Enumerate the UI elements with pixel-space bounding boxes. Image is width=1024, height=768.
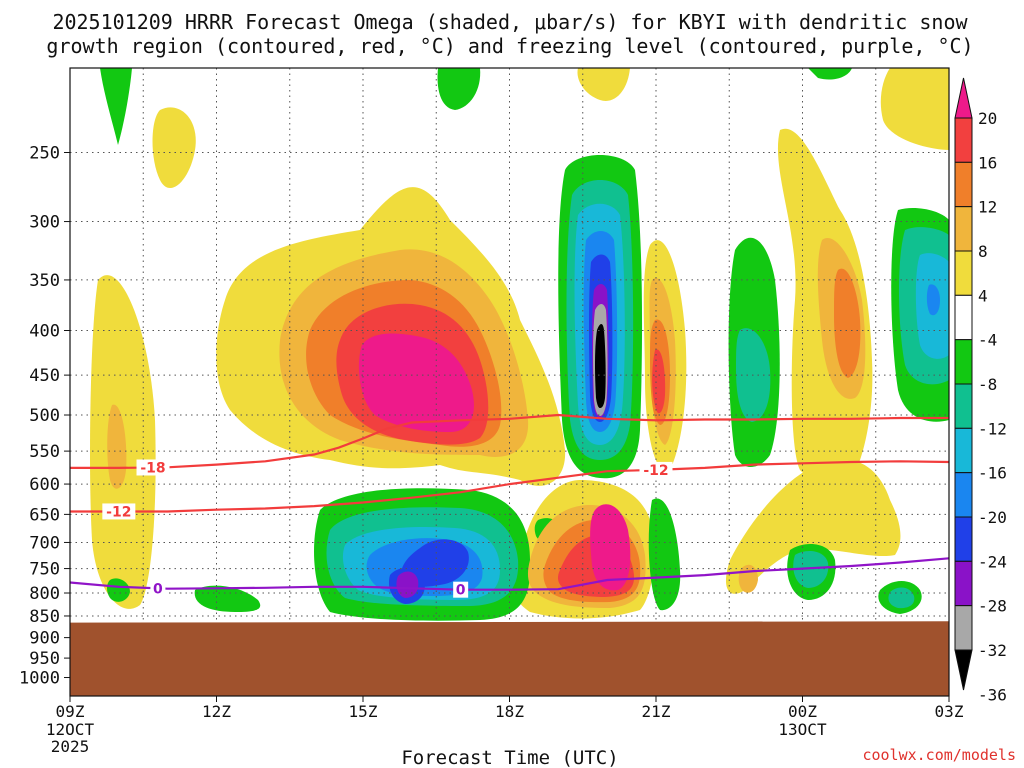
contour-label-bg — [136, 459, 170, 476]
x-tick-sublabel: 12OCT — [46, 720, 95, 739]
colorbar-label: 16 — [978, 153, 997, 172]
chart-title-line-2: growth region (contoured, red, °C) and f… — [46, 34, 973, 58]
x-tick-sublabel: 2025 — [51, 737, 90, 756]
y-tick-label: 500 — [29, 406, 60, 426]
contour-label-bg — [150, 580, 166, 597]
contour-line — [70, 460, 949, 513]
x-tick-label: 12Z — [202, 702, 231, 721]
omega-shade-neg20 — [926, 284, 940, 316]
omega-shade-pos4 — [880, 68, 949, 150]
y-axis: 2503003504004505005506006507007508008509… — [19, 144, 70, 689]
terrain-fill — [70, 621, 949, 696]
omega-shade-pos4 — [152, 107, 196, 189]
contour-label: -12 — [643, 463, 668, 479]
colorbar-label: -4 — [978, 331, 997, 350]
y-tick-label: 650 — [29, 505, 60, 525]
omega-shade-pos4 — [577, 68, 630, 101]
colorbar-label: 12 — [978, 198, 997, 217]
x-tick-label: 00Z — [788, 702, 817, 721]
colorbar-band — [954, 206, 973, 252]
contour-label-bg — [639, 461, 673, 478]
contour-label: 0 — [456, 583, 466, 599]
y-tick-label: 450 — [29, 366, 60, 386]
omega-shade-pos16 — [652, 349, 666, 414]
colorbar-band — [954, 294, 973, 341]
omega-shade-neg8 — [437, 68, 481, 110]
y-tick-label: 750 — [29, 560, 60, 580]
y-tick-label: 950 — [29, 649, 60, 669]
omega-shade-neg8 — [194, 585, 261, 612]
colorbar-band — [954, 339, 973, 385]
y-tick-label: 600 — [29, 475, 60, 495]
x-axis-label: Forecast Time (UTC) — [401, 747, 618, 768]
omega-shading — [90, 68, 949, 621]
colorbar-label: 4 — [978, 286, 988, 305]
colorbar-label: -24 — [978, 552, 1007, 571]
colorbar-bottom-arrow — [954, 649, 973, 691]
colorbar-label: -28 — [978, 597, 1007, 616]
omega-shade-neg8 — [648, 498, 681, 611]
omega-shade-neg8 — [100, 68, 132, 145]
x-tick-sublabel: 13OCT — [778, 720, 827, 739]
x-tick-label: 15Z — [349, 702, 378, 721]
omega-shade-pos20 — [358, 333, 474, 432]
contour-label: -12 — [106, 504, 131, 520]
x-tick-label: 21Z — [642, 702, 671, 721]
x-tick-label: 09Z — [56, 702, 85, 721]
temperature-contours: -18 -12 -12 0 0 — [70, 413, 949, 599]
x-tick-label: 18Z — [495, 702, 524, 721]
omega-shade-neg12 — [793, 551, 829, 588]
omega-shade-pos12 — [834, 268, 861, 378]
omega-shade-neg8 — [808, 68, 852, 80]
colorbar-label: -16 — [978, 464, 1007, 483]
y-tick-label: 350 — [29, 271, 60, 291]
colorbar-band — [954, 117, 973, 163]
colorbar-label: -12 — [978, 419, 1007, 438]
colorbar-band — [954, 427, 973, 474]
contour-line — [70, 413, 949, 469]
plot-area: -18 -12 -12 0 0 — [70, 68, 949, 696]
y-tick-label: 550 — [29, 442, 60, 462]
colorbar-label: -20 — [978, 508, 1007, 527]
colorbar-band — [954, 516, 973, 562]
colorbar-band — [954, 250, 973, 296]
y-tick-label: 700 — [29, 533, 60, 553]
colorbar-band — [954, 605, 973, 651]
colorbar-label: -8 — [978, 375, 997, 394]
y-tick-label: 850 — [29, 607, 60, 627]
y-tick-label: 800 — [29, 584, 60, 604]
colorbar-top-arrow — [954, 77, 973, 119]
y-tick-label: 1000 — [19, 669, 60, 689]
colorbar-label: 8 — [978, 242, 988, 261]
y-tick-label: 300 — [29, 213, 60, 233]
chart-title-line-1: 2025101209 HRRR Forecast Omega (shaded, … — [52, 10, 968, 34]
contour-label-bg — [102, 503, 136, 520]
colorbar-band — [954, 472, 973, 518]
y-tick-label: 900 — [29, 629, 60, 649]
contour-label: -18 — [140, 460, 165, 476]
colorbar-label: -32 — [978, 641, 1007, 660]
y-tick-label: 250 — [29, 144, 60, 164]
colorbar-band — [954, 560, 973, 607]
omega-shade-pos4 — [725, 459, 901, 594]
colorbar-band — [954, 383, 973, 429]
x-tick-label: 03Z — [935, 702, 964, 721]
omega-shade-neg28 — [396, 571, 419, 598]
contour-line — [70, 557, 949, 591]
omega-shade-neg12 — [888, 587, 915, 609]
omega-shade-neg36 — [595, 324, 606, 408]
contour-label: 0 — [153, 581, 163, 597]
contour-label-bg — [453, 581, 469, 598]
colorbar-label: -36 — [978, 685, 1007, 704]
omega-shade-neg8 — [107, 578, 130, 602]
y-tick-label: 400 — [29, 322, 60, 342]
colorbar-band — [954, 161, 973, 208]
colorbar: 20 16 12 8 4 -4 -8 -12 -16 -20 -24 -28 -32 -36 — [954, 77, 1007, 704]
credit-text: coolwx.com/models — [862, 746, 1016, 764]
colorbar-label: 20 — [978, 109, 997, 128]
